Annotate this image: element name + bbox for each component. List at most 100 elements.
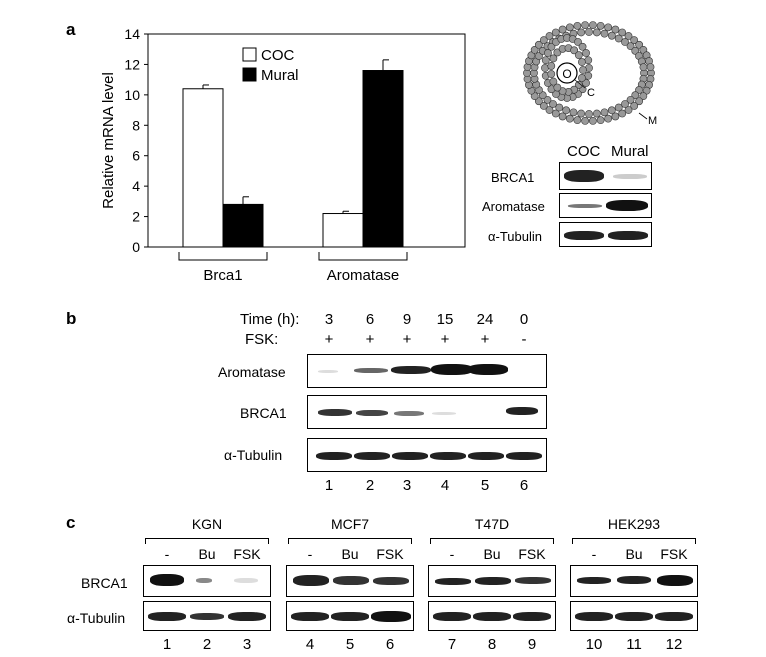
blot-c-hek293-brca1	[570, 565, 698, 597]
blot-a-col-coc: COC	[567, 143, 601, 160]
granulosa-cell	[611, 25, 620, 34]
lane-number: 11	[626, 636, 642, 653]
granulosa-cell	[630, 36, 639, 45]
time-label: Time (h):	[240, 311, 300, 328]
blot-a-brca1	[559, 162, 652, 190]
time-value: 15	[436, 311, 454, 328]
granulosa-cell	[569, 108, 578, 117]
bar-mural	[222, 203, 264, 248]
granulosa-cell	[582, 79, 590, 87]
granulosa-cell	[553, 83, 562, 92]
lane-number: 1	[324, 477, 334, 494]
granulosa-cell	[565, 23, 574, 32]
granulosa-cell	[551, 28, 560, 37]
category-label: Aromatase	[327, 267, 400, 284]
time-value: 3	[324, 311, 334, 328]
lane-number: 7	[447, 636, 457, 653]
blot-a-row-tubulin: α-Tubulin	[488, 229, 542, 244]
blot-b-tubulin	[307, 438, 547, 472]
treatment-label: FSK	[660, 546, 688, 562]
granulosa-cell	[534, 97, 543, 106]
granulosa-cell	[530, 45, 539, 54]
granulosa-cell	[558, 112, 567, 121]
lane-number: 6	[385, 636, 395, 653]
granulosa-cell	[545, 32, 554, 40]
blot-c-row-brca1: BRCA1	[81, 575, 128, 591]
granulosa-cell	[577, 28, 586, 37]
granulosa-cell	[578, 74, 586, 82]
time-value: 24	[476, 311, 494, 328]
blot-b-row-tubulin: α-Tubulin	[224, 447, 283, 463]
legend-swatch	[242, 47, 257, 62]
granulosa-cell	[539, 36, 548, 45]
granulosa-cell	[585, 28, 593, 36]
lane-number: 8	[487, 636, 497, 653]
time-value: 6	[365, 311, 375, 328]
treatment-label: -	[164, 546, 170, 562]
granulosa-cell	[614, 103, 623, 112]
lane-number: 3	[402, 477, 412, 494]
granulosa-cell	[579, 66, 587, 74]
treatment-label: -	[591, 546, 597, 562]
treatment-label: FSK	[233, 546, 261, 562]
y-tick-label: 14	[124, 26, 140, 42]
blot-c-mcf7-tubulin	[286, 601, 414, 631]
granulosa-cell	[604, 23, 613, 32]
granulosa-cell	[600, 108, 609, 117]
blot-c-mcf7-brca1	[286, 565, 414, 597]
panel-label-a: a	[66, 20, 76, 39]
cell-line-bracket	[572, 538, 696, 544]
granulosa-cell	[639, 92, 648, 101]
granulosa-cell	[626, 95, 635, 104]
granulosa-cell	[607, 31, 616, 40]
fsk-value: +	[402, 331, 412, 348]
treatment-label: -	[307, 546, 313, 562]
category-label: Brca1	[203, 267, 242, 284]
treatment-label: -	[449, 546, 455, 562]
lane-number: 6	[519, 477, 529, 494]
fsk-value: +	[324, 331, 334, 348]
granulosa-cell	[635, 97, 644, 106]
granulosa-cell	[547, 62, 556, 70]
granulosa-cell	[534, 40, 543, 49]
granulosa-cell	[574, 80, 583, 89]
granulosa-cell	[558, 87, 567, 96]
bar-coc	[182, 88, 224, 248]
blot-a-col-mural: Mural	[611, 143, 649, 160]
fsk-value: +	[440, 331, 450, 348]
granulosa-cell	[635, 40, 644, 49]
treatment-label: FSK	[518, 546, 546, 562]
panel-label-b: b	[66, 309, 77, 328]
fsk-value: +	[365, 331, 375, 348]
cell-line-hek293: HEK293	[607, 516, 661, 532]
granulosa-cell	[578, 42, 587, 51]
granulosa-cell	[582, 49, 590, 57]
time-value: 9	[402, 311, 412, 328]
treatment-label: Bu	[625, 546, 643, 562]
lane-number: 10	[585, 636, 603, 653]
mural-label: M	[648, 115, 657, 127]
granulosa-cell	[547, 42, 556, 51]
fsk-value: +	[480, 331, 490, 348]
treatment-label: Bu	[198, 546, 216, 562]
y-tick-label: 8	[132, 117, 140, 133]
granulosa-cell	[592, 109, 601, 118]
granulosa-cell	[574, 51, 583, 60]
fsk-label: FSK:	[245, 331, 279, 348]
granulosa-cell	[596, 21, 605, 30]
treatment-label: Bu	[483, 546, 501, 562]
granulosa-cell	[578, 58, 586, 66]
lane-number: 9	[527, 636, 537, 653]
lane-number: 12	[665, 636, 683, 653]
y-tick-label: 10	[124, 87, 140, 103]
cell-line-kgn: KGN	[191, 516, 223, 532]
granulosa-cell	[624, 32, 633, 40]
panel-label-c: c	[66, 513, 76, 532]
granulosa-cell	[562, 106, 571, 115]
legend-swatch	[242, 67, 257, 82]
granulosa-cell	[631, 91, 640, 100]
granulosa-cell	[614, 34, 623, 43]
oocyte-circle	[556, 62, 578, 84]
cell-line-t47d: T47D	[474, 516, 510, 532]
cell-line-mcf7: MCF7	[330, 516, 370, 532]
